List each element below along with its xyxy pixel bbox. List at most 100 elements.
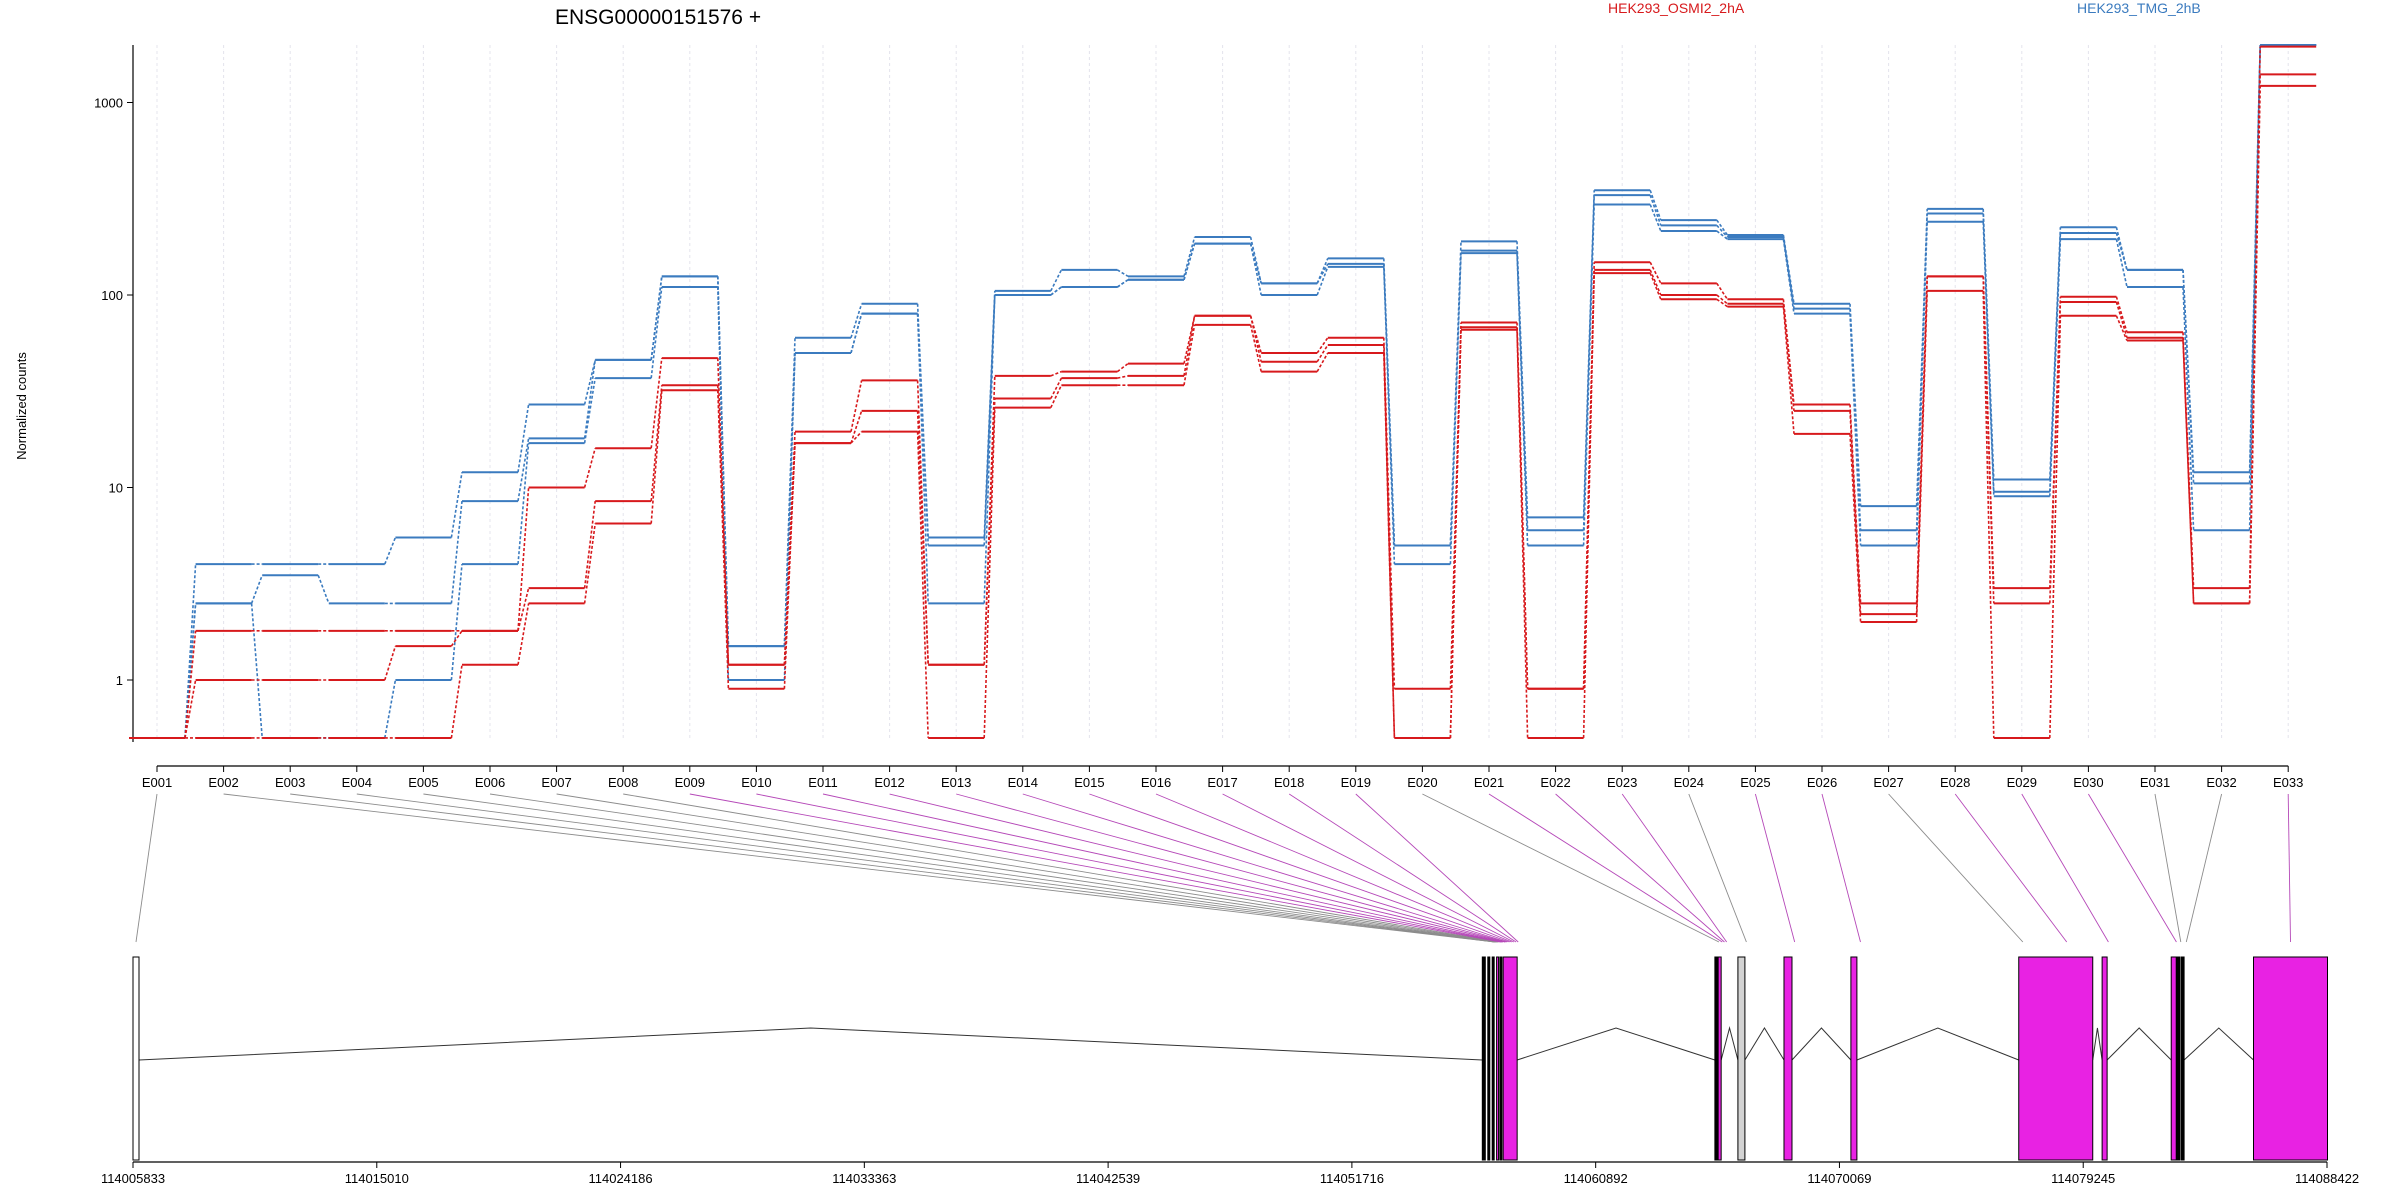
- series-transition: [1316, 352, 1329, 372]
- exon-18: [2253, 956, 2329, 1161]
- intron-line: [1720, 1026, 1739, 1061]
- x-tick-label-E004: E004: [342, 775, 372, 790]
- y-tick-label: 10: [109, 481, 123, 496]
- connector-E033: [2287, 793, 2291, 943]
- exon-8: [1714, 956, 1719, 1161]
- series-transition: [450, 501, 463, 604]
- series-HEK293_OSMI2_2hA-5: [129, 84, 2317, 739]
- series-transition: [650, 286, 663, 379]
- x-tick-label-E021: E021: [1474, 775, 1504, 790]
- series-transition: [1915, 290, 1928, 623]
- connector-E027: [1888, 793, 2024, 943]
- x-tick-label-E022: E022: [1540, 775, 1570, 790]
- connector-E024: [1688, 793, 1747, 943]
- x-tick-label-E023: E023: [1607, 775, 1637, 790]
- y-axis-label: Normalized counts: [14, 352, 29, 460]
- x-tick-label-E013: E013: [941, 775, 971, 790]
- x-axis-ticks: E001 E002 E003 E004 E005 E006 E007 E008 E009 E010…: [142, 766, 2303, 790]
- series-transition: [1116, 279, 1129, 288]
- series-transition: [2049, 315, 2062, 738]
- x-tick-label-E005: E005: [408, 775, 438, 790]
- series-transition: [184, 679, 197, 739]
- series-transition: [450, 664, 463, 739]
- connector-E003: [290, 793, 1496, 943]
- series-transition: [1782, 303, 1795, 411]
- x-tick-label-E028: E028: [1940, 775, 1970, 790]
- series-transition: [916, 313, 929, 546]
- series-transition: [1516, 329, 1529, 738]
- connector-E028: [1954, 793, 2068, 943]
- series-transition: [1316, 266, 1329, 296]
- series-transition: [1716, 298, 1728, 308]
- series-transition: [1183, 315, 1196, 364]
- exon-15: [2170, 956, 2177, 1161]
- series-transition: [1649, 272, 1662, 300]
- series-transition: [1383, 352, 1396, 738]
- series-transition: [717, 276, 730, 647]
- gridlines: [156, 45, 2289, 740]
- exon-6: [1499, 956, 1503, 1161]
- connector-E013: [956, 793, 1507, 943]
- series-transition: [1516, 253, 1529, 546]
- series-transition: [916, 313, 929, 604]
- series-transition: [850, 313, 863, 354]
- series-transition: [1716, 282, 1729, 300]
- series-transition: [1716, 230, 1728, 240]
- genome-tick-label: 114088422: [2295, 1171, 2359, 1186]
- x-tick-label-E025: E025: [1740, 775, 1770, 790]
- y-tick-label: 1: [116, 673, 123, 688]
- x-tick-label-E011: E011: [808, 775, 837, 790]
- series-transition: [250, 574, 263, 604]
- series-transition: [1849, 404, 1862, 604]
- series-transition: [783, 352, 796, 681]
- connector-E029: [2021, 793, 2109, 943]
- series-transition: [450, 630, 463, 647]
- exon-connector-lines: [135, 793, 2291, 943]
- x-tick-label-E027: E027: [1873, 775, 1903, 790]
- intron-line: [138, 1027, 1483, 1061]
- series-transition: [517, 404, 530, 473]
- genomic-coordinate-axis: 114005833 114015010 114024186 114033363 1140…: [101, 1161, 2359, 1186]
- series-transition: [1649, 194, 1662, 226]
- series-transition: [1316, 263, 1329, 284]
- exon-1: [132, 956, 140, 1161]
- exon-2: [1481, 956, 1486, 1161]
- series-transition: [1649, 204, 1662, 232]
- x-tick-label-E015: E015: [1074, 775, 1104, 790]
- series-transition: [1649, 261, 1662, 284]
- x-tick-label-E012: E012: [874, 775, 904, 790]
- series-transition: [450, 564, 463, 681]
- series-transition: [517, 587, 530, 632]
- series-transition: [184, 564, 197, 738]
- series-transition: [1183, 315, 1196, 377]
- series-transition: [1449, 329, 1462, 738]
- series-transition: [2248, 85, 2261, 604]
- genome-tick-label: 114051716: [1320, 1171, 1384, 1186]
- series-transition: [583, 523, 596, 604]
- intron-line: [1791, 1027, 1852, 1061]
- connector-E004: [356, 793, 1496, 943]
- series-transition: [1849, 433, 1862, 623]
- connector-E007: [556, 793, 1498, 943]
- x-tick-label-E033: E033: [2273, 775, 2303, 790]
- series-transition: [1516, 250, 1529, 531]
- connector-E001: [135, 793, 158, 943]
- x-tick-label-E007: E007: [541, 775, 571, 790]
- connector-E022: [1555, 793, 1725, 943]
- connector-E019: [1355, 793, 1519, 943]
- series-transition: [1316, 337, 1329, 354]
- series-transition: [1982, 290, 1995, 738]
- series-transition: [2115, 232, 2128, 271]
- connector-E002: [223, 793, 1496, 943]
- x-tick-label-E001: E001: [142, 775, 172, 790]
- intron-line: [2183, 1027, 2254, 1061]
- series-transition: [1449, 253, 1462, 565]
- series-transition: [1582, 204, 1595, 546]
- genome-tick-label: 114042539: [1076, 1171, 1140, 1186]
- x-tick-label-E002: E002: [208, 775, 238, 790]
- series-transition: [783, 443, 796, 665]
- x-tick-label-E018: E018: [1274, 775, 1304, 790]
- x-tick-label-E017: E017: [1207, 775, 1237, 790]
- connector-E031: [2154, 793, 2182, 943]
- series-transition: [1449, 322, 1462, 689]
